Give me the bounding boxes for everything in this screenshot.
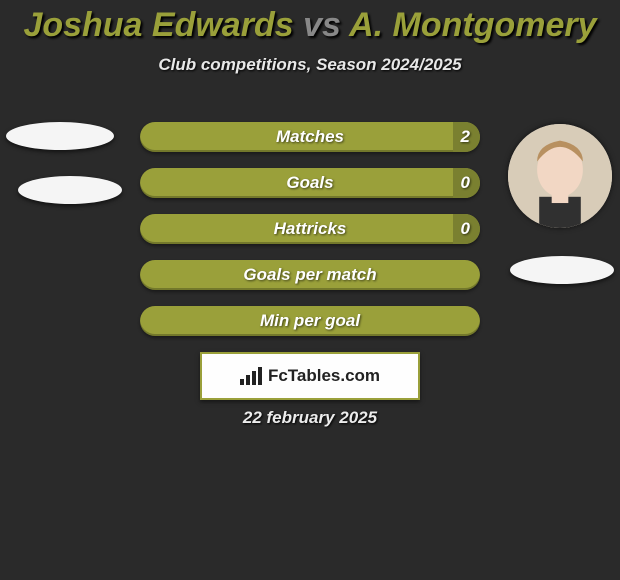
- player2-avatar: [508, 124, 612, 228]
- player1-badge-2: [18, 176, 122, 204]
- logo-text: FcTables.com: [268, 366, 380, 386]
- player2-badge-1: [510, 256, 614, 284]
- stat-label: Min per goal: [140, 306, 480, 336]
- player2-name: A. Montgomery: [349, 6, 596, 44]
- vs-label: vs: [303, 6, 341, 44]
- stat-label: Goals: [140, 168, 480, 198]
- stat-label: Goals per match: [140, 260, 480, 290]
- stat-row-matches: Matches 2: [140, 122, 480, 152]
- stat-row-goals: Goals 0: [140, 168, 480, 198]
- fctables-logo: FcTables.com: [200, 352, 420, 400]
- date-label: 22 february 2025: [0, 408, 620, 428]
- bars-icon: [240, 367, 262, 385]
- stat-row-min-per-goal: Min per goal: [140, 306, 480, 336]
- stat-label: Matches: [140, 122, 480, 152]
- stat-row-hattricks: Hattricks 0: [140, 214, 480, 244]
- player1-name: Joshua Edwards: [23, 6, 293, 44]
- stat-right-value: 0: [461, 168, 470, 198]
- player1-badge-1: [6, 122, 114, 150]
- stat-right-value: 0: [461, 214, 470, 244]
- infographic-container: Joshua Edwards vs A. Montgomery Club com…: [0, 0, 620, 580]
- page-title: Joshua Edwards vs A. Montgomery: [0, 0, 620, 45]
- stat-row-goals-per-match: Goals per match: [140, 260, 480, 290]
- subtitle: Club competitions, Season 2024/2025: [0, 55, 620, 75]
- stat-label: Hattricks: [140, 214, 480, 244]
- stats-panel: Matches 2 Goals 0 Hattricks 0 Goals per …: [140, 122, 480, 352]
- stat-right-value: 2: [461, 122, 470, 152]
